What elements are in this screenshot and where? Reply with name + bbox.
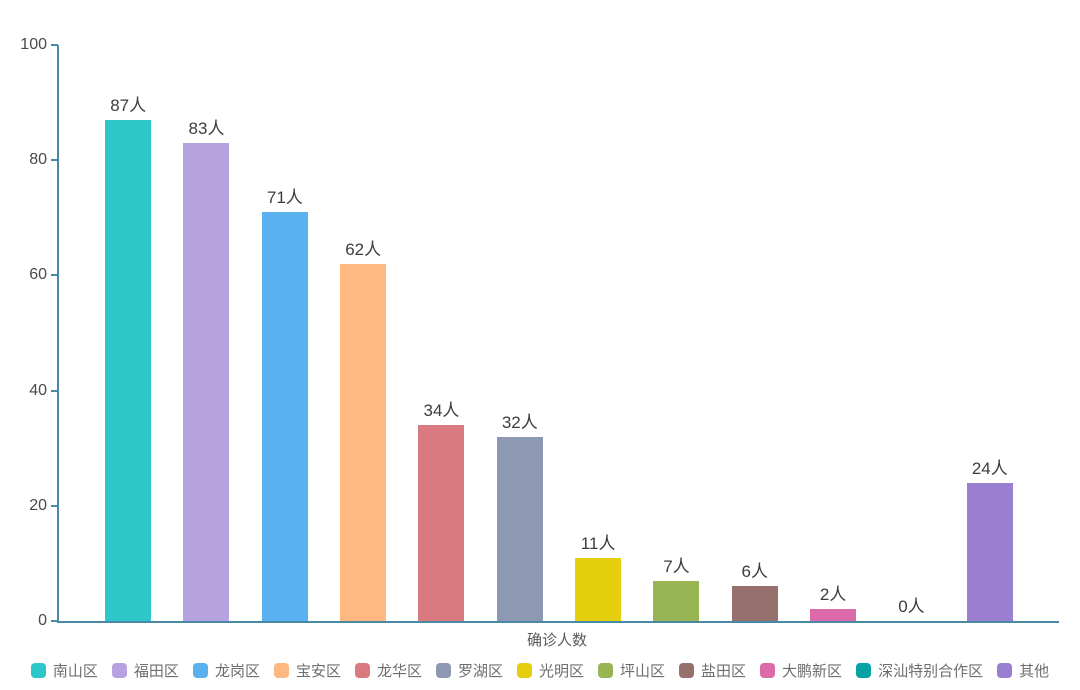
bar[interactable] [183,142,230,621]
y-axis-tick-label: 20 [29,496,47,514]
bar[interactable] [966,482,1013,621]
legend-label: 大鹏新区 [782,663,843,680]
y-axis-tick-mark [51,620,58,622]
bar-slot: 62人 [324,235,402,621]
y-axis-tick-mark [51,389,58,392]
bar[interactable] [810,609,857,621]
legend-label: 深汕特别合作区 [878,663,984,680]
y-axis-tick-mark [51,504,58,507]
legend-swatch-icon [598,663,614,678]
legend-item[interactable]: 南山区 [30,660,98,681]
bar[interactable] [496,436,543,621]
bar-slot: 6人 [716,557,794,621]
legend-label: 光明区 [539,663,585,680]
bar-slot: 2人 [794,580,872,621]
bar-value-label: 62人 [345,239,382,259]
legend-item[interactable]: 福田区 [111,660,179,681]
bar-value-label: 83人 [188,118,225,138]
legend-swatch-icon [192,663,208,678]
bar-slot: 7人 [637,552,715,621]
bar-slot: 34人 [402,396,480,621]
legend-label: 龙岗区 [214,663,260,680]
legend-label: 坪山区 [620,663,666,680]
legend-item[interactable]: 龙岗区 [192,660,260,681]
legend-swatch-icon [30,663,46,678]
bar-slot: 71人 [246,183,324,621]
bar[interactable] [575,557,622,621]
bar-slot: 0人 [872,592,950,621]
bar[interactable] [105,119,152,621]
y-axis-tick-label: 100 [20,36,47,53]
y-axis-tick-label: 40 [29,381,47,399]
legend-item[interactable]: 龙华区 [354,660,422,681]
bar-slot: 24人 [951,454,1029,621]
legend-item[interactable]: 其他 [997,660,1049,681]
plot-area: 0 20 40 60 80 100 87人 83人 71人 62人 3 [20,36,1059,629]
bar-value-label: 32人 [501,412,538,432]
legend-item[interactable]: 光明区 [517,660,584,681]
legend: 南山区 福田区 龙岗区 宝安区 龙华区 罗湖区 光明区 坪山区 盐田区 大鹏新区 [0,660,1080,681]
x-axis-name: 确诊人数 [526,632,587,649]
bar-value-label: 6人 [741,562,769,582]
bar-value-label: 0人 [898,597,925,616]
bar-slot: 83人 [167,114,245,621]
legend-swatch-icon [679,663,695,678]
bar-value-label: 7人 [663,556,690,576]
legend-label: 南山区 [52,663,98,680]
bar-value-label: 24人 [971,458,1008,478]
legend-swatch-icon [997,663,1013,678]
legend-swatch-icon [760,663,776,678]
bar[interactable] [731,586,778,621]
bar[interactable] [653,580,700,621]
bar-slot: 87人 [89,91,167,621]
legend-item[interactable]: 罗湖区 [435,660,503,681]
legend-swatch-icon [354,663,370,678]
legend-swatch-icon [111,663,127,678]
bar[interactable] [418,425,465,621]
legend-item[interactable]: 盐田区 [679,660,746,681]
legend-item[interactable]: 坪山区 [598,660,665,681]
y-axis-tick-mark [51,159,58,162]
legend-label: 福田区 [133,663,179,680]
legend-label: 宝安区 [295,663,341,680]
legend-item[interactable]: 大鹏新区 [760,660,842,681]
bar-value-label: 34人 [423,401,460,421]
bar-value-label: 11人 [580,533,616,553]
bar-slot: 32人 [481,408,559,621]
legend-label: 罗湖区 [457,663,503,680]
legend-label: 其他 [1019,663,1050,680]
bar-value-label: 2人 [819,585,847,605]
legend-swatch-icon [273,663,289,678]
legend-item[interactable]: 深汕特别合作区 [856,660,983,681]
y-axis-tick-label: 60 [29,266,47,284]
legend-swatch-icon [435,663,451,678]
bar-value-label: 87人 [110,95,147,115]
y-axis-tick-mark [51,44,58,46]
bar[interactable] [340,263,387,621]
legend-swatch-icon [856,663,872,678]
y-axis-tick-mark [51,274,58,277]
y-axis-tick-label: 0 [38,612,47,629]
bar-slot: 11人 [559,529,637,621]
legend-item[interactable]: 宝安区 [273,660,341,681]
bar-value-label: 71人 [266,188,303,208]
bars-row: 87人 83人 71人 62人 34人 32人 11人 7人 6人 2人 0人 [59,45,1059,621]
legend-label: 盐田区 [701,663,747,680]
bar[interactable] [261,212,308,621]
y-axis-tick-label: 80 [29,151,47,169]
legend-label: 龙华区 [376,663,422,680]
legend-swatch-icon [517,663,532,678]
